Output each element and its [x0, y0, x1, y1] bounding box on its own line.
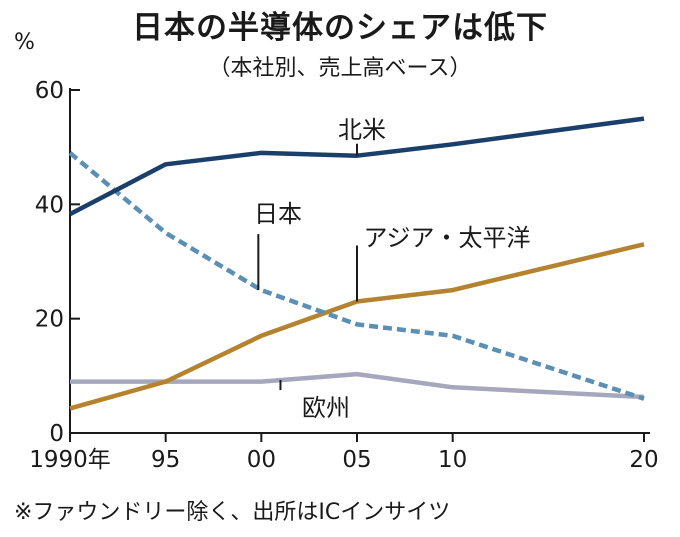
axes: 0 20 40 60 1990年 95 00 05 10 20 [29, 78, 658, 473]
series-label: 日本 [254, 200, 302, 228]
y-axis-unit: % [14, 30, 35, 55]
series-label: 北米 [338, 116, 386, 144]
series-line-1 [68, 151, 645, 401]
series-label: 欧州 [302, 394, 350, 422]
series-line-0 [68, 116, 645, 217]
x-tick-label: 10 [438, 447, 467, 473]
x-tick-label: 1990年 [29, 447, 111, 473]
y-tick-label: 20 [35, 307, 64, 333]
series-line-3 [70, 371, 645, 400]
x-tick-label: 95 [151, 447, 180, 473]
source-note: ※ファウンドリー除く、出所はICインサイツ [14, 500, 451, 525]
chart-title: 日本の半導体のシェアは低下 [132, 10, 548, 46]
x-tick-label: 05 [342, 447, 371, 473]
y-tick-label: 60 [35, 78, 64, 104]
x-tick-label: 00 [247, 447, 276, 473]
y-tick-label: 40 [35, 192, 64, 218]
y-tick-label: 0 [49, 421, 64, 447]
series-label: アジア・太平洋 [363, 224, 530, 252]
series-line-2 [69, 242, 645, 411]
x-tick-label: 20 [629, 447, 658, 473]
series-lines [68, 116, 645, 411]
chart-subtitle: （本社別、売上高ベース） [208, 56, 472, 81]
